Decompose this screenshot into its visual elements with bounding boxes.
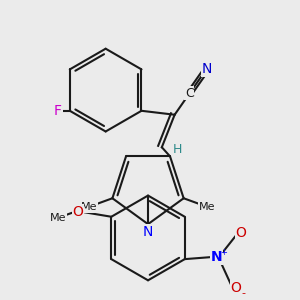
Text: Me: Me [80, 202, 97, 212]
Text: Me: Me [199, 202, 216, 212]
Text: -: - [242, 288, 246, 298]
Text: O: O [236, 226, 246, 239]
Text: O: O [72, 205, 83, 219]
Text: O: O [230, 281, 242, 295]
Text: N: N [202, 62, 212, 76]
Text: H: H [173, 143, 182, 156]
Text: F: F [54, 104, 62, 118]
Text: +: + [220, 248, 226, 257]
Text: C: C [185, 87, 194, 100]
Text: Me: Me [50, 213, 66, 223]
Text: N: N [211, 250, 222, 264]
Text: N: N [143, 225, 153, 239]
